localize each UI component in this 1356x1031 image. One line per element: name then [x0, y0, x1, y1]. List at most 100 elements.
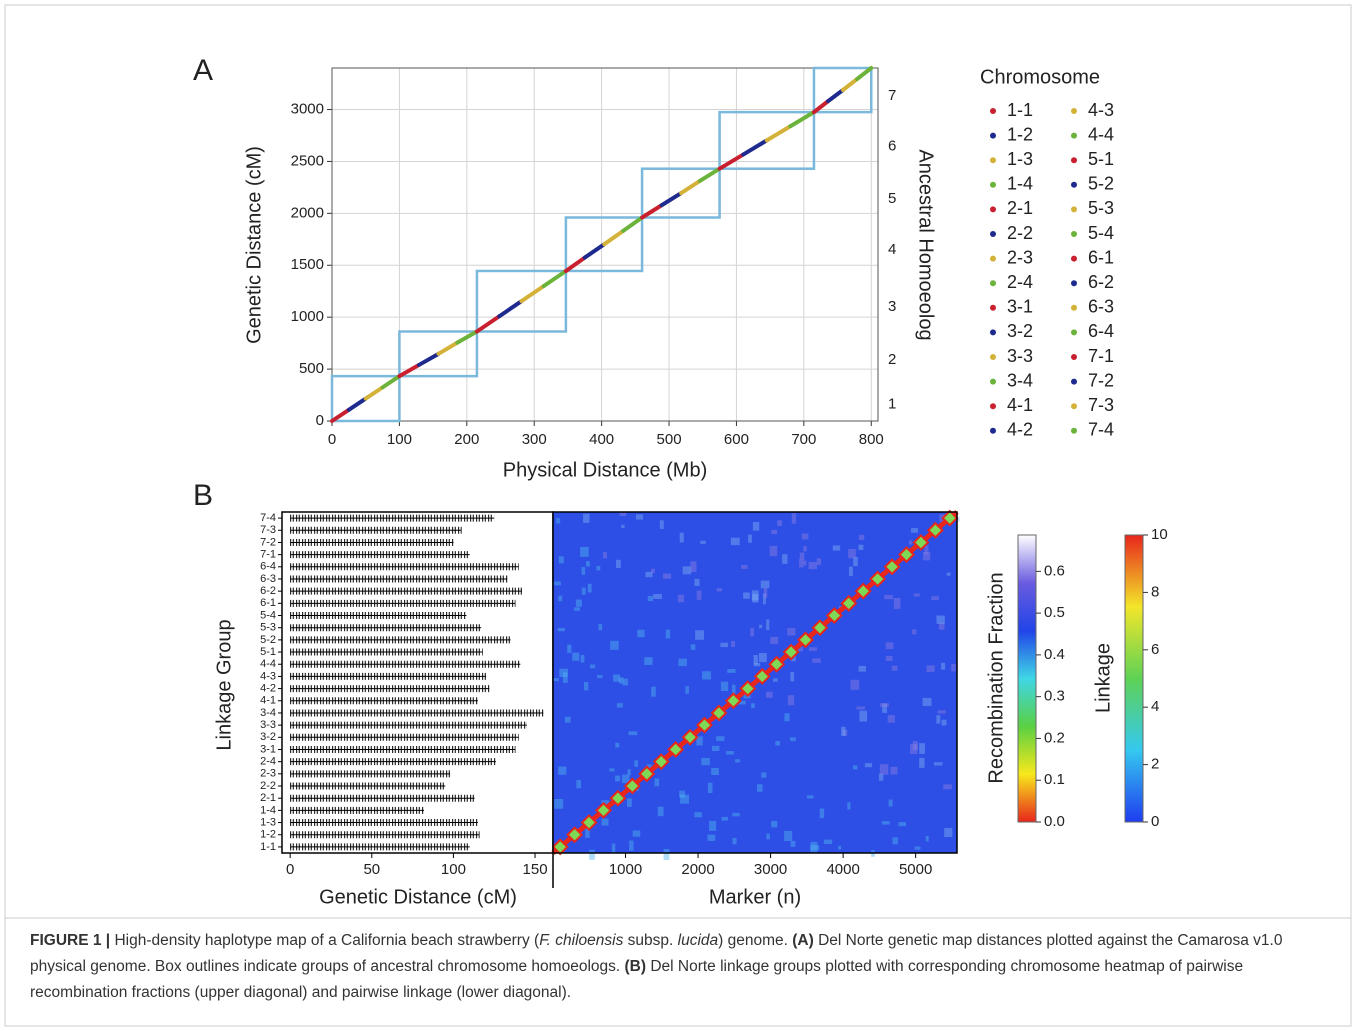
legend-marker: [1071, 354, 1077, 360]
heatmap-texture: [558, 556, 564, 564]
y-tick-label: 4-1: [260, 695, 276, 707]
legend-label: 1-1: [1007, 100, 1033, 120]
heatmap-texture: [898, 822, 906, 827]
legend-label: 4-3: [1088, 100, 1114, 120]
heatmap-texture: [682, 566, 692, 575]
plot-frame: [281, 511, 554, 854]
y-tick-label: 7-1: [260, 549, 276, 561]
heatmap-texture: [645, 571, 653, 578]
heatmap-texture: [702, 671, 712, 680]
heatmap-texture: [795, 646, 804, 652]
heatmap-block: [724, 692, 742, 710]
heatmap-texture: [841, 726, 846, 736]
legend-label: 4-2: [1007, 420, 1033, 440]
heatmap-texture: [770, 636, 779, 644]
heatmap-texture: [910, 743, 918, 755]
colorbar-tick-label: 0: [1151, 813, 1159, 830]
x-tick-label: 0: [328, 431, 336, 448]
x-tick-label: 2000: [681, 861, 714, 878]
heatmap-texture: [680, 794, 690, 804]
legend-marker: [1071, 157, 1077, 164]
heatmap-texture: [808, 647, 818, 651]
heatmap-texture: [853, 765, 858, 770]
heatmap-texture: [619, 512, 627, 516]
heatmap-texture: [743, 694, 751, 699]
heatmap-texture: [769, 545, 778, 557]
heatmap-block: [681, 728, 699, 746]
heatmap-block: [883, 558, 901, 576]
legend-label: 2-2: [1007, 223, 1033, 243]
chromosome-trace: [679, 178, 703, 196]
x-tick-label: 700: [791, 431, 816, 448]
heatmap-texture: [587, 583, 592, 593]
heatmap-texture: [731, 640, 735, 647]
heatmap-block: [638, 765, 656, 783]
heatmap-texture: [752, 594, 759, 603]
colorbar-tick-label: 0.4: [1044, 646, 1065, 663]
chromosome-trace: [698, 166, 722, 183]
heatmap-block: [623, 777, 641, 795]
y-axis-title: Genetic Distance (cM): [243, 146, 265, 344]
heatmap-texture: [598, 623, 603, 631]
colorbar-tick-label: 2: [1151, 756, 1159, 773]
legend-marker: [990, 157, 996, 164]
y-tick-label: 1-2: [260, 829, 276, 841]
heatmap-texture: [583, 513, 590, 523]
colorbar-tick-label: 6: [1151, 641, 1159, 658]
heatmap-texture: [933, 762, 943, 766]
heatmap-texture: [913, 593, 920, 597]
y-tick-label: 2000: [291, 204, 324, 221]
heatmap-texture: [853, 556, 858, 567]
legend-marker: [990, 354, 996, 360]
y-tick-label: 6-2: [260, 585, 276, 597]
legend-label: 4-4: [1088, 124, 1114, 144]
y-tick-label: 1500: [291, 256, 324, 273]
colorbar-tick-label: 0.0: [1044, 813, 1065, 830]
legend-label: 2-3: [1007, 247, 1033, 267]
heatmap-block: [926, 521, 944, 539]
homoeolog-box: [564, 216, 644, 273]
heatmap-texture: [558, 766, 567, 775]
y-tick-label: 2-1: [260, 792, 276, 804]
heatmap-texture: [626, 798, 632, 807]
heatmap-texture: [567, 644, 572, 653]
heatmap-texture: [589, 849, 595, 860]
heatmap-texture: [931, 596, 939, 601]
legend-label: 3-2: [1007, 321, 1033, 341]
heatmap-texture: [716, 588, 722, 592]
heatmap-block: [595, 801, 612, 819]
panel-label: B: [193, 479, 213, 512]
heatmap-texture: [799, 558, 804, 568]
x-tick-label: 600: [724, 431, 749, 448]
y-tick-label: 0: [316, 412, 324, 429]
y2-tick-label: 3: [888, 298, 896, 315]
heatmap-texture: [782, 554, 788, 564]
heatmap-texture: [806, 795, 814, 799]
heatmap-texture: [709, 820, 717, 831]
heatmap-texture: [882, 703, 887, 713]
heatmap-texture: [926, 665, 935, 672]
heatmap-texture: [732, 837, 737, 845]
plot-frame: [552, 511, 958, 854]
y2-tick-label: 7: [888, 87, 896, 104]
heatmap-texture: [677, 594, 684, 603]
heatmap-texture: [842, 729, 848, 736]
legend-label: 6-4: [1088, 321, 1114, 341]
heatmap-texture: [925, 835, 929, 842]
colorbar-tick-label: 0.2: [1044, 729, 1065, 746]
y-tick-label: 4-4: [260, 658, 276, 670]
heatmap-texture: [924, 544, 929, 555]
chromosome-trace: [519, 284, 546, 304]
heatmap-texture: [743, 592, 750, 599]
heatmap-texture: [602, 552, 608, 559]
heatmap-texture: [859, 710, 868, 722]
legend-marker: [1071, 304, 1077, 311]
heatmap-texture: [751, 703, 755, 709]
legend-marker: [990, 108, 996, 114]
heatmap-texture: [752, 522, 760, 531]
heatmap-texture: [679, 790, 685, 798]
chromosome-trace: [659, 191, 684, 208]
legend-marker: [990, 403, 996, 410]
chromosome-trace: [602, 228, 626, 247]
heatmap-texture: [880, 703, 889, 707]
